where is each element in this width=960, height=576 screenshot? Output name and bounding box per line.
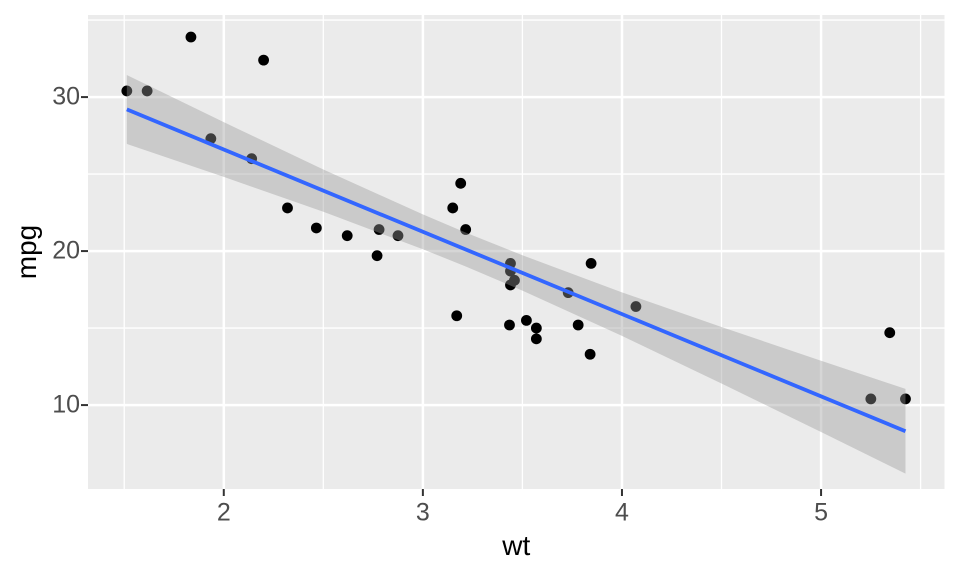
data-point <box>504 319 515 331</box>
data-point <box>585 257 597 269</box>
data-point <box>451 310 463 322</box>
data-point <box>455 177 467 189</box>
x-tick-label: 5 <box>814 498 828 527</box>
y-tick-label: 30 <box>52 82 80 111</box>
x-axis-title: wt <box>502 530 531 561</box>
x-tick-label: 4 <box>615 498 629 527</box>
data-point <box>530 322 542 334</box>
data-point <box>505 279 516 291</box>
data-point <box>530 333 542 345</box>
data-point <box>572 319 584 331</box>
data-point <box>392 230 404 242</box>
x-tick-label: 2 <box>216 498 231 527</box>
data-point <box>310 222 322 234</box>
data-point <box>341 230 353 242</box>
data-point <box>584 348 596 360</box>
data-point <box>447 202 459 214</box>
y-tick-label: 20 <box>52 236 80 265</box>
data-point <box>521 314 532 326</box>
data-point <box>121 85 133 97</box>
data-point <box>371 250 383 262</box>
data-point <box>630 301 642 312</box>
regression-line <box>126 107 907 434</box>
y-axis-title: mpg <box>11 224 42 280</box>
data-point <box>865 393 877 405</box>
x-tick-label: 3 <box>415 498 430 527</box>
data-point <box>884 327 896 339</box>
y-tick-label: 10 <box>52 390 80 419</box>
confidence-ribbon <box>126 75 906 474</box>
data-point <box>185 31 197 43</box>
data-point <box>900 393 911 405</box>
data-point <box>141 85 153 97</box>
data-point <box>282 202 293 214</box>
data-point <box>373 224 385 235</box>
data-point <box>258 54 270 66</box>
data-point <box>460 224 472 235</box>
